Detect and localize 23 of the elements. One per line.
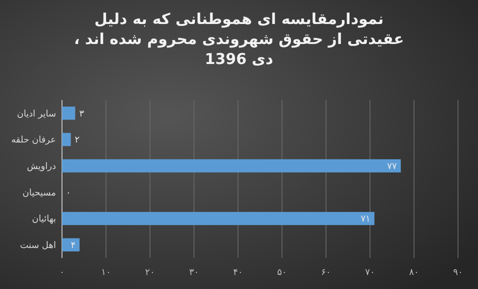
x-tick-label: ۷۰ [365,268,375,278]
x-tick-label: ۵۰ [277,268,287,278]
data-label: ۳ [79,109,84,120]
y-tick-label: اهل سنت [20,240,56,251]
x-tick-label: ۸۰ [409,268,419,278]
y-tick-label: بهائیان [32,214,56,225]
x-tick-label: ۹۰ [453,268,463,278]
y-tick-label: عرفان حلقه [11,136,56,146]
data-label: ۴ [70,240,76,251]
y-tick-label: دراویش [26,162,56,172]
x-tick-label: ۱۰ [101,268,111,278]
x-tick-label: ۴۰ [233,268,243,278]
x-tick-label: ۶۰ [321,268,331,278]
chart-title: نمودارمقایسه ای هموطنانی که به دلیل عقیدتی از حقوق شهروندی محروم شده اند ، دی 1396 [74,10,404,68]
data-label: ۷۷ [387,162,397,172]
x-tick-label: ۲۰ [145,268,155,278]
data-label: ۷۱ [360,214,370,225]
data-label: ۰ [66,188,71,198]
x-tick-label: ۳۰ [189,268,199,278]
data-label: ۲ [74,136,80,146]
x-tick-label: ۰ [60,268,64,278]
y-tick-label: سایر ادیان [17,109,56,120]
y-tick-label: مسیحیان [22,188,56,198]
